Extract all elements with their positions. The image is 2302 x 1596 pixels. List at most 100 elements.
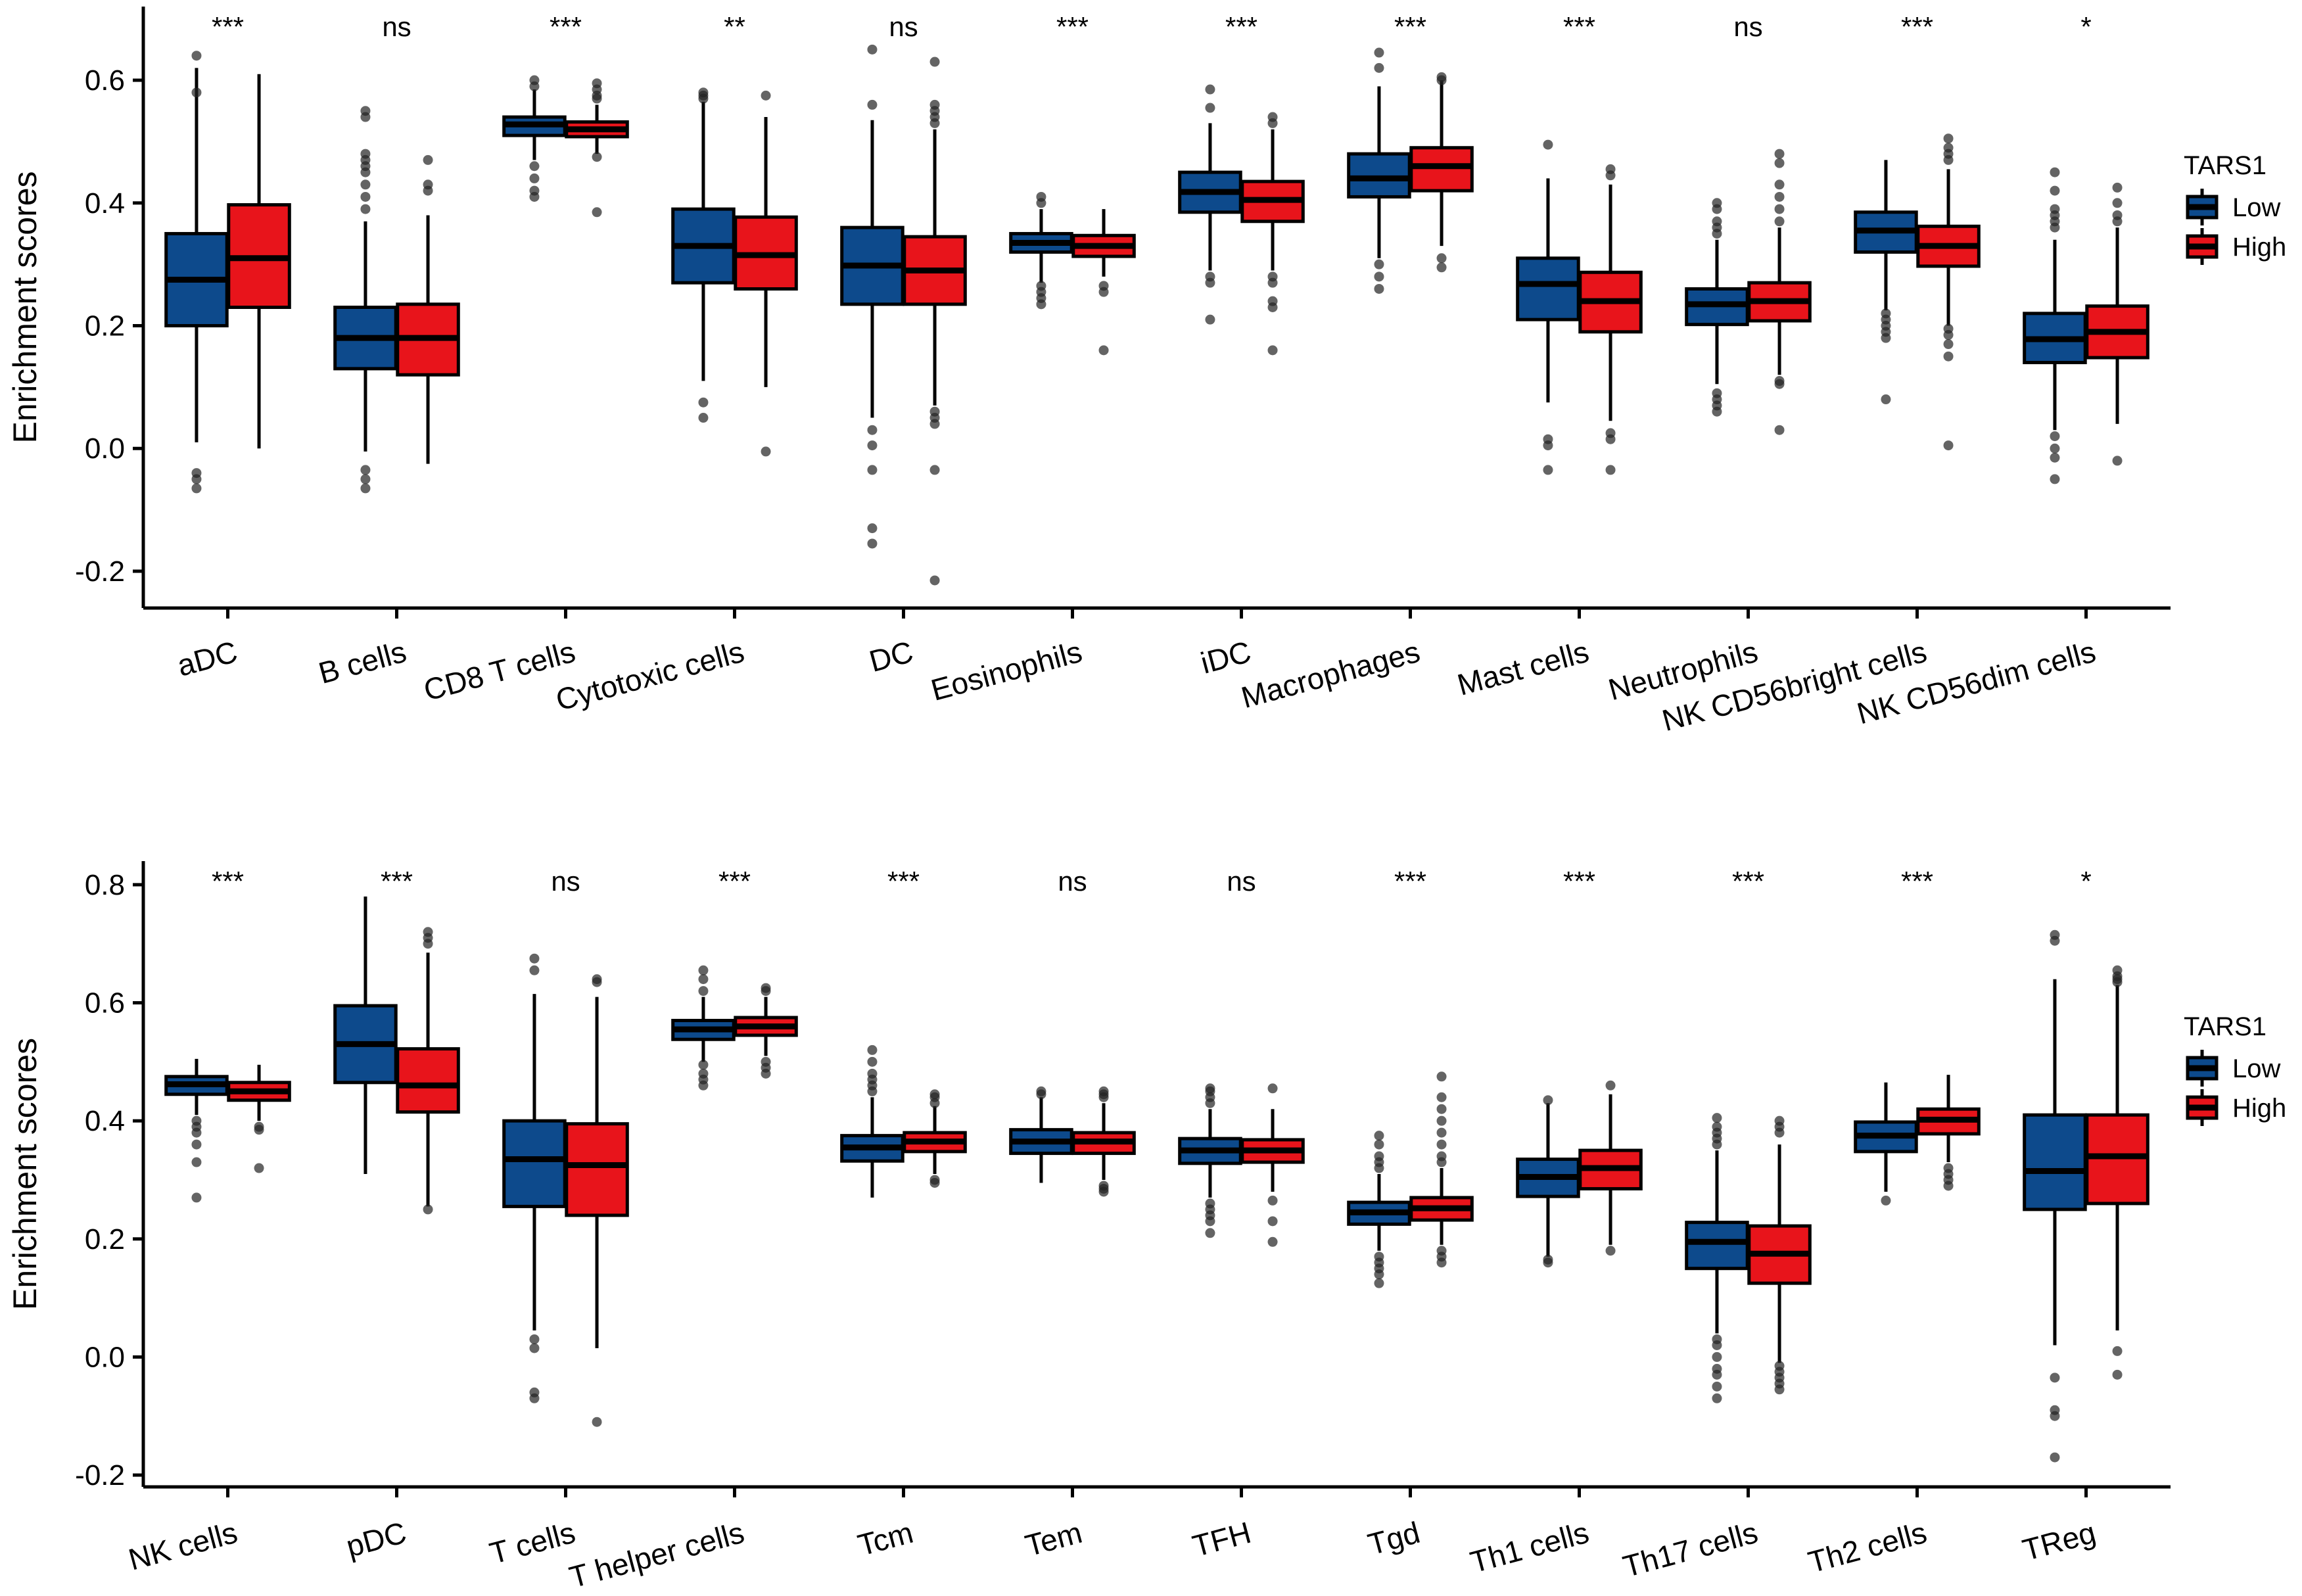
outlier-point: [1098, 1186, 1109, 1197]
outlier-point: [761, 986, 771, 997]
box-low: [1854, 160, 1918, 405]
outlier-point: [1943, 133, 1954, 144]
outlier-point: [1267, 1195, 1278, 1206]
significance-label: ns: [551, 866, 580, 897]
box-iqr: [1516, 256, 1580, 321]
outlier-point: [1881, 333, 1891, 343]
outlier-point: [1774, 149, 1785, 159]
box-high: [1071, 1086, 1136, 1197]
legend-title: TARS1: [2184, 151, 2267, 180]
significance-label: ***: [1394, 11, 1426, 42]
x-tick-label: Tcm: [855, 1515, 917, 1562]
legend-title: TARS1: [2184, 1012, 2267, 1041]
outlier-point: [867, 1044, 878, 1055]
legend-label: Low: [2232, 1054, 2280, 1083]
outlier-point: [1205, 314, 1215, 325]
outlier-point: [867, 99, 878, 110]
y-tick-label: -0.2: [75, 1459, 125, 1491]
box-low: [671, 87, 736, 423]
box-iqr: [1409, 146, 1474, 193]
outlier-point: [191, 1192, 202, 1203]
outlier-point: [761, 446, 771, 457]
significance-label: ***: [1394, 866, 1426, 897]
x-tick-label: iDC: [1197, 634, 1255, 680]
box-low: [2023, 167, 2087, 484]
outlier-point: [929, 419, 940, 429]
outlier-point: [1267, 277, 1278, 288]
box-high: [2085, 182, 2149, 466]
outlier-point: [1267, 118, 1278, 128]
outlier-point: [360, 191, 371, 202]
outlier-point: [1267, 1236, 1278, 1247]
outlier-point: [423, 939, 433, 949]
outlier-point: [867, 440, 878, 451]
outlier-point: [698, 965, 709, 975]
x-tick-label: Eosinophils: [928, 634, 1086, 707]
outlier-point: [529, 191, 540, 202]
box-low: [1347, 47, 1411, 294]
x-tick-label: Cytotoxic cells: [552, 634, 747, 717]
box-low: [840, 1044, 904, 1198]
outlier-point: [1712, 204, 1722, 214]
box-high: [227, 1064, 291, 1173]
outlier-point: [360, 179, 371, 190]
significance-label: ***: [550, 11, 582, 42]
y-axis-label: Enrichment scores: [7, 171, 43, 443]
outlier-point: [360, 483, 371, 494]
significance-label: ***: [887, 866, 920, 897]
outlier-point: [1881, 394, 1891, 405]
box-high: [1747, 1115, 1812, 1395]
outlier-point: [1881, 1195, 1891, 1206]
outlier-point: [592, 207, 602, 218]
box-low: [840, 44, 904, 549]
outlier-point: [867, 1056, 878, 1067]
outlier-point: [929, 1098, 940, 1108]
outlier-point: [2050, 222, 2060, 233]
outlier-point: [929, 465, 940, 475]
y-tick-label: 0.4: [85, 187, 125, 220]
x-tick-label: Th1 cells: [1467, 1515, 1592, 1580]
outlier-point: [2112, 1369, 2123, 1380]
outlier-point: [1374, 259, 1384, 270]
outlier-point: [1943, 339, 1954, 350]
outlier-point: [1036, 198, 1046, 208]
outlier-point: [1543, 440, 1553, 451]
box-high: [227, 74, 291, 449]
significance-label: ns: [1058, 866, 1087, 897]
outlier-point: [592, 93, 602, 104]
x-tick-label: T helper cells: [566, 1515, 748, 1595]
outlier-point: [698, 397, 709, 408]
outlier-point: [1205, 277, 1215, 288]
outlier-point: [1374, 1139, 1384, 1150]
outlier-point: [2112, 198, 2123, 208]
outlier-point: [1436, 1127, 1447, 1138]
outlier-point: [1712, 228, 1722, 239]
box-high: [1578, 1080, 1643, 1256]
box-high: [1916, 133, 1981, 451]
outlier-point: [1774, 216, 1785, 227]
outlier-point: [191, 1127, 202, 1138]
outlier-point: [1205, 1228, 1215, 1238]
box-iqr: [2023, 1113, 2087, 1211]
legend-label: High: [2232, 1094, 2286, 1123]
outlier-point: [1605, 434, 1616, 444]
x-tick-label: TFH: [1189, 1515, 1255, 1563]
outlier-point: [2112, 216, 2123, 227]
outlier-point: [360, 204, 371, 214]
outlier-point: [698, 1080, 709, 1091]
box-low: [333, 896, 398, 1174]
significance-label: ***: [1563, 866, 1595, 897]
outlier-point: [1436, 1257, 1447, 1268]
outlier-point: [2050, 431, 2060, 442]
outlier-point: [929, 575, 940, 586]
box-low: [1009, 191, 1073, 310]
significance-label: *: [2080, 866, 2091, 897]
outlier-point: [761, 1068, 771, 1079]
outlier-point: [1436, 262, 1447, 273]
outlier-point: [867, 1086, 878, 1096]
outlier-point: [1098, 345, 1109, 356]
box-high: [1578, 164, 1643, 475]
box-high: [396, 927, 460, 1215]
significance-label: ***: [1563, 11, 1595, 42]
box-low: [671, 965, 736, 1091]
